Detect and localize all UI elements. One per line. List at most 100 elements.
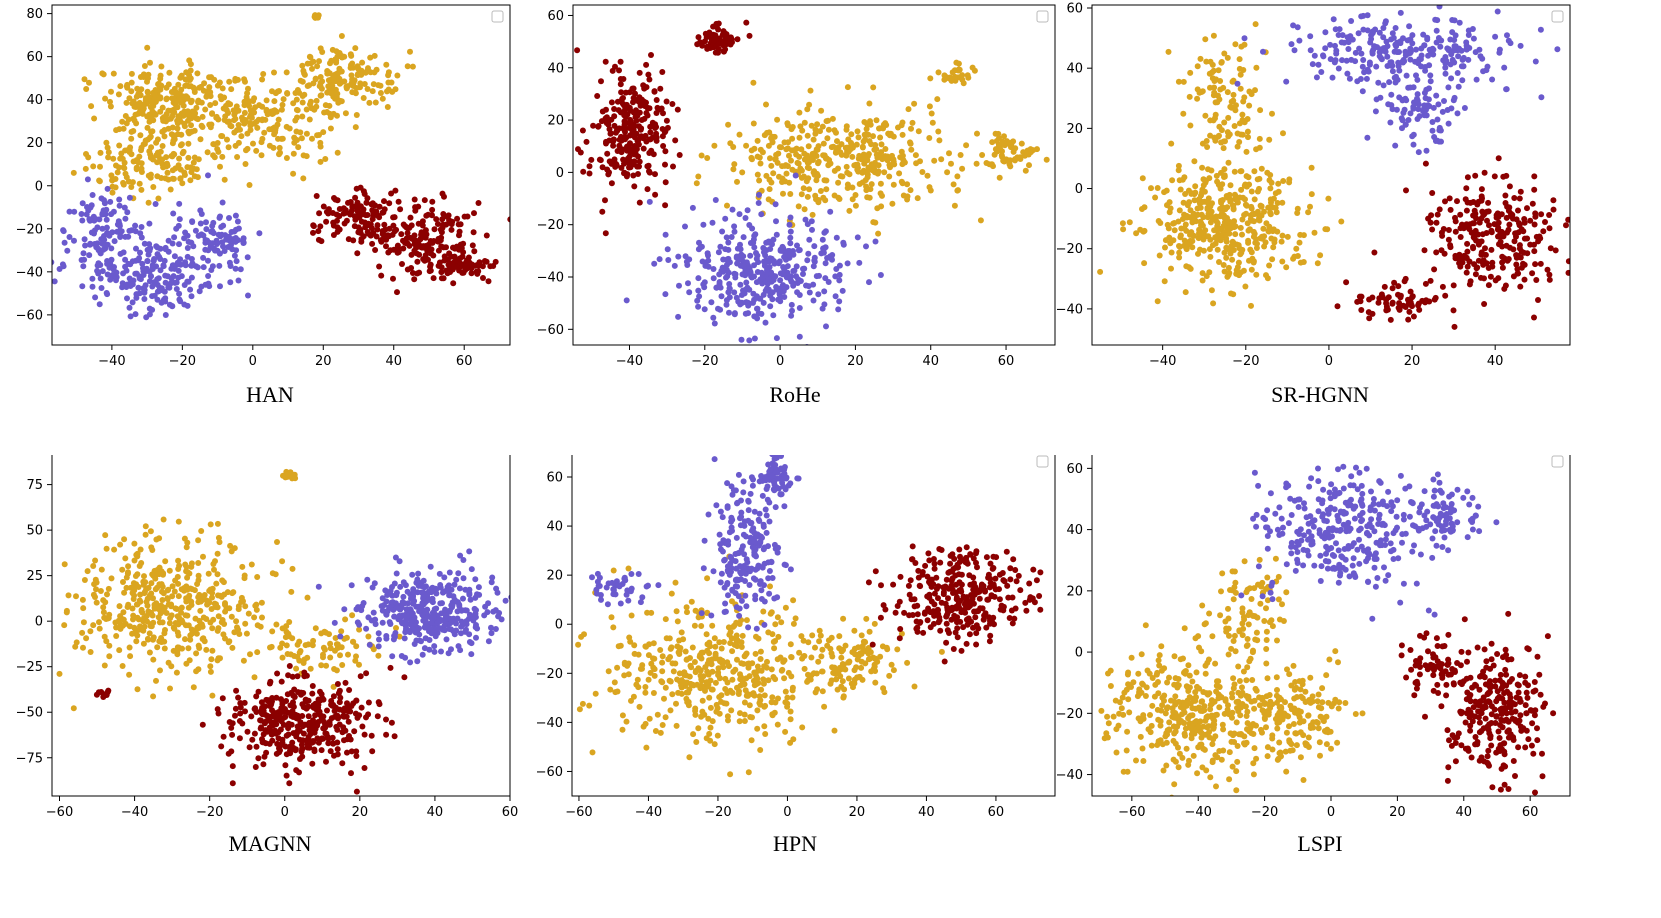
scatter-point — [776, 173, 782, 180]
scatter-point — [786, 152, 792, 159]
scatter-point — [313, 193, 320, 199]
scatter-point — [999, 153, 1006, 160]
scatter-point — [1433, 249, 1440, 256]
scatter-point — [1156, 252, 1163, 259]
scatter-point — [178, 586, 185, 593]
scatter-point — [944, 169, 951, 176]
scatter-point — [136, 180, 143, 187]
scatter-point — [232, 109, 239, 115]
scatter-point — [209, 692, 216, 699]
scatter-point — [710, 275, 717, 282]
scatter-point — [1231, 224, 1238, 231]
scatter-point — [73, 639, 80, 646]
scatter-point — [1506, 183, 1513, 190]
scatter-point — [620, 156, 627, 163]
scatter-point — [131, 587, 138, 594]
scatter-point — [195, 560, 202, 566]
scatter-point — [1452, 228, 1459, 235]
scatter-point — [1274, 228, 1281, 235]
scatter-point — [259, 614, 265, 621]
scatter-point — [1429, 226, 1436, 233]
scatter-point — [751, 232, 758, 239]
scatter-point — [245, 610, 252, 617]
scatter-point — [1220, 262, 1227, 268]
scatter-point — [198, 211, 205, 217]
scatter-point — [207, 668, 214, 675]
scatter-point — [151, 91, 158, 98]
scatter-point — [212, 100, 219, 107]
scatter-point — [300, 730, 307, 737]
scatter-point — [1148, 185, 1154, 192]
scatter-point — [762, 319, 769, 326]
scatter-point — [641, 85, 648, 92]
scatter-point — [327, 60, 333, 67]
scatter-point — [120, 270, 127, 277]
scatter-point — [357, 184, 364, 191]
scatter-point — [271, 124, 278, 131]
scatter-point — [804, 193, 811, 200]
scatter-point — [303, 106, 310, 113]
scatter-point — [1307, 33, 1314, 40]
scatter-point — [358, 236, 365, 242]
scatter-point — [163, 610, 170, 616]
scatter-point — [798, 167, 805, 174]
scatter-point — [278, 135, 285, 142]
scatter-point — [977, 217, 984, 224]
scatter-point — [1423, 112, 1430, 119]
scatter-point — [1396, 300, 1403, 307]
scatter-point — [822, 275, 829, 282]
scatter-point — [234, 76, 241, 83]
scatter-point — [1211, 89, 1218, 96]
scatter-point — [1416, 56, 1423, 63]
scatter-point — [137, 249, 143, 256]
scatter-point — [384, 88, 390, 95]
scatter-point — [1297, 259, 1304, 266]
scatter-point — [1203, 177, 1209, 184]
scatter-point — [121, 204, 128, 211]
scatter-point — [713, 24, 720, 30]
scatter-point — [1435, 35, 1442, 41]
scatter-point — [959, 165, 966, 172]
scatter-point — [810, 157, 816, 163]
scatter-point — [407, 214, 414, 221]
scatter-point — [176, 241, 182, 248]
scatter-point — [379, 95, 386, 102]
scatter-point — [162, 312, 169, 318]
scatter-point — [219, 85, 226, 92]
scatter-point — [1220, 145, 1227, 152]
scatter-point — [602, 58, 609, 65]
scatter-point — [821, 288, 828, 295]
scatter-point — [1459, 56, 1466, 63]
scatter-point — [1248, 266, 1255, 273]
scatter-point — [905, 106, 912, 113]
scatter-point — [1410, 131, 1417, 138]
scatter-point — [386, 225, 393, 232]
scatter-point — [348, 582, 355, 589]
scatter-point — [631, 143, 638, 149]
scatter-point — [427, 238, 434, 244]
scatter-point — [773, 231, 780, 238]
scatter-point — [155, 86, 162, 93]
scatter-point — [171, 588, 178, 595]
scatter-point — [404, 588, 411, 595]
scatter-point — [1257, 212, 1263, 219]
scatter-point — [751, 262, 757, 269]
scatter-point — [935, 128, 942, 135]
scatter-point — [141, 573, 147, 580]
scatter-point — [240, 239, 247, 246]
scatter-point — [1291, 47, 1298, 54]
scatter-point — [393, 226, 400, 233]
scatter-point — [259, 103, 266, 110]
scatter-point — [165, 116, 172, 123]
scatter-point — [877, 134, 884, 141]
scatter-point — [116, 603, 123, 610]
scatter-point — [334, 197, 341, 204]
scatter-point — [431, 648, 438, 655]
scatter-point — [423, 212, 430, 219]
scatter-point — [597, 157, 604, 164]
scatter-point — [1192, 189, 1199, 196]
scatter-point — [852, 202, 859, 209]
scatter-point — [168, 275, 175, 282]
scatter-point — [411, 196, 418, 203]
scatter-point — [97, 163, 103, 170]
